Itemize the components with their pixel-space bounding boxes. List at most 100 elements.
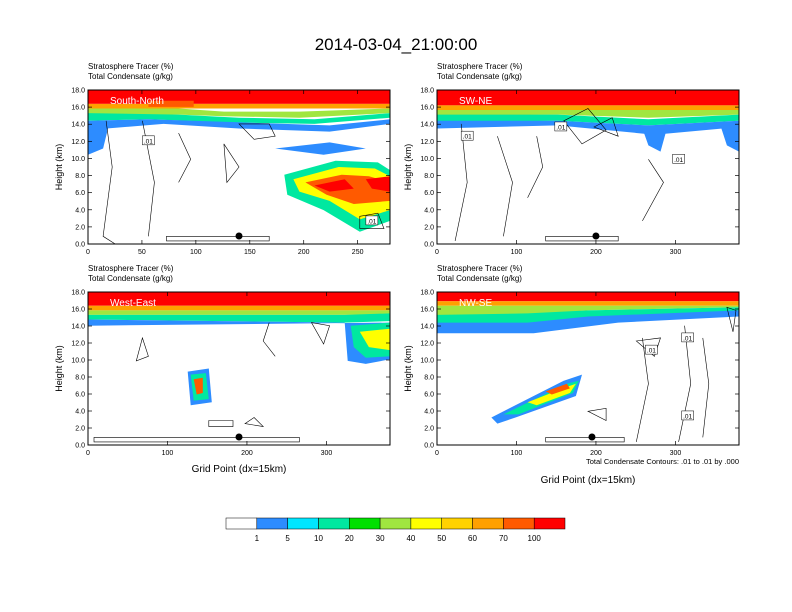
colorbar-label: 70	[499, 534, 508, 543]
condensate-contour-6	[359, 212, 385, 229]
y-tick-label: 0.0	[424, 242, 434, 249]
x-tick-label: 200	[590, 450, 602, 457]
tracer-region-4	[437, 310, 739, 334]
condensate-contour-0	[636, 337, 649, 442]
condensate-contour-4	[166, 236, 270, 242]
x-tick-label: 0	[86, 249, 90, 256]
condensate-contour-5	[587, 407, 607, 421]
condensate-contour-0	[454, 123, 468, 241]
location-marker	[235, 433, 243, 441]
x-tick-label: 300	[321, 450, 333, 457]
condensate-contour-0	[102, 120, 116, 244]
condensate-contour-4	[244, 417, 265, 428]
y-axis-label: Height (km)	[54, 345, 64, 392]
panel-3: Stratosphere Tracer (%)Total Condensate …	[403, 264, 740, 486]
y-tick-label: 2.0	[424, 224, 434, 231]
y-tick-label: 2.0	[75, 426, 85, 433]
y-tick-label: 8.0	[424, 173, 434, 180]
tracer-region-5	[88, 119, 390, 132]
location-marker	[235, 232, 243, 240]
panel-label: South-North	[110, 96, 164, 107]
tracer-region-1	[88, 305, 390, 311]
y-axis-label: Height (km)	[54, 144, 64, 191]
tracer-region-5	[642, 128, 667, 152]
condensate-contour-3	[208, 420, 234, 427]
panel-label: SW-NE	[459, 96, 492, 107]
y-tick-label: 8.0	[75, 173, 85, 180]
colorbar-swatch-3	[318, 517, 350, 530]
contour-label-box	[554, 121, 568, 132]
x-tick-label: 100	[511, 249, 523, 256]
y-tick-label: 8.0	[75, 375, 85, 382]
y-tick-label: 10.0	[420, 358, 434, 365]
colorbar: 1 5 10 20 30 40 50 60 70 100	[225, 517, 566, 543]
plot-frame	[87, 291, 391, 446]
y-tick-label: 10.0	[420, 156, 434, 163]
contour-label: .01	[463, 134, 472, 141]
y-tick-label: 14.0	[71, 122, 85, 129]
tracer-region-1	[437, 301, 739, 306]
colorbar-swatch-8	[472, 517, 504, 530]
contour-label-box	[672, 154, 685, 164]
x-tick-label: 0	[435, 450, 439, 457]
panels: Stratosphere Tracer (%)Total Condensate …	[54, 62, 740, 486]
condensate-contour-2	[702, 337, 710, 438]
y-tick-label: 4.0	[424, 409, 434, 416]
condensate-contour-3	[223, 143, 240, 184]
y-tick-label: 18.0	[420, 290, 434, 297]
shading	[88, 90, 390, 232]
y-tick-label: 10.0	[71, 358, 85, 365]
tracer-region-1	[437, 105, 739, 110]
colorbar-label: 20	[345, 534, 354, 543]
x-tick-label: 0	[86, 450, 90, 457]
condensate-contour-2	[262, 322, 276, 357]
y-axis-label: Height (km)	[403, 345, 413, 392]
y-tick-label: 12.0	[420, 341, 434, 348]
colorbar-label: 40	[406, 534, 415, 543]
y-tick-label: 16.0	[420, 307, 434, 314]
location-marker	[592, 232, 600, 240]
tracer-region-4	[88, 319, 390, 364]
colorbar-label: 50	[437, 534, 446, 543]
colorbar-swatch-9	[503, 517, 535, 530]
contour-label-box	[365, 215, 379, 226]
tracer-region-3	[88, 313, 390, 323]
contours	[93, 322, 330, 443]
tracer-region-8	[545, 383, 570, 395]
condensate-contour-0	[93, 437, 300, 443]
y-tick-label: 4.0	[424, 207, 434, 214]
tracer-region-11	[314, 179, 354, 192]
panel-subtitle-2: Total Condensate (g/kg)	[437, 72, 522, 81]
panel-subtitle-2: Total Condensate (g/kg)	[88, 274, 173, 283]
y-tick-label: 12.0	[420, 139, 434, 146]
x-tick-label: 50	[138, 249, 146, 256]
tracer-region-4	[88, 113, 390, 124]
tracer-region-6	[359, 328, 390, 351]
colorbar-label: 1	[255, 534, 260, 543]
condensate-contour-5	[642, 159, 664, 222]
shading	[88, 292, 390, 406]
colorbar-swatch-2	[287, 517, 319, 530]
y-tick-label: 2.0	[75, 224, 85, 231]
x-tick-label: 150	[244, 249, 256, 256]
y-tick-label: 16.0	[71, 307, 85, 314]
contour-label: .01	[144, 138, 153, 145]
contours	[454, 108, 664, 242]
contour-label: .01	[683, 335, 692, 342]
y-tick-label: 2.0	[424, 426, 434, 433]
tracer-region-0	[437, 292, 739, 302]
tracer-region-7	[275, 142, 366, 155]
figure-title: 2014-03-04_21:00:00	[315, 35, 478, 54]
contour-label-box	[681, 410, 694, 421]
colorbar-swatch-10	[533, 517, 566, 530]
y-tick-label: 12.0	[71, 139, 85, 146]
y-tick-label: 6.0	[424, 190, 434, 197]
condensate-contour-1	[678, 325, 692, 442]
contour-label: .01	[556, 124, 565, 131]
condensate-contour-6	[726, 306, 737, 332]
panel-0: Stratosphere Tracer (%)Total Condensate …	[54, 62, 391, 256]
y-tick-label: 14.0	[420, 122, 434, 129]
condensate-contour-2	[527, 136, 544, 198]
y-tick-label: 0.0	[424, 443, 434, 450]
